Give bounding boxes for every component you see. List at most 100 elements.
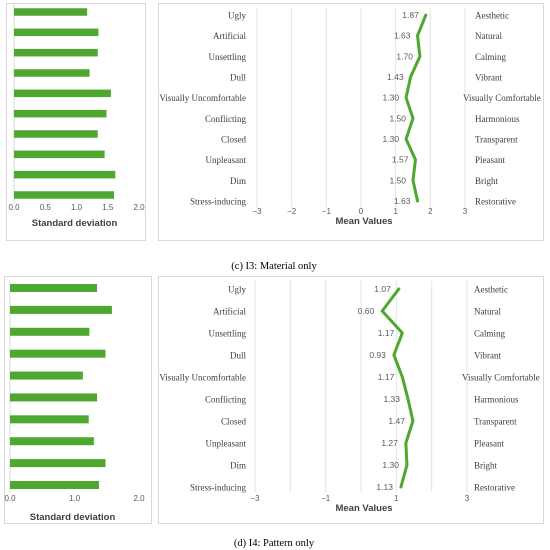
- x-tick-label: 1: [393, 207, 398, 216]
- chart-d-standard-deviation: 0.0 1.0 2.0 Standard deviation: [4, 280, 145, 523]
- mean-line: [404, 13, 428, 203]
- bar: [10, 393, 98, 402]
- data-label: 1.57: [392, 155, 409, 165]
- chart-c-mean-values: −3 −2 −1 0 1 2 3 Mean Values 1.87 Ugly Aesthetic 1.…: [159, 8, 541, 227]
- left-category-label: Visually Uncomfortable: [159, 93, 246, 103]
- data-label: 1.30: [382, 460, 399, 470]
- caption-d: (d) I4: Pattern only: [234, 538, 315, 549]
- data-label: 0.93: [369, 350, 386, 360]
- right-category-label: Calming: [475, 52, 506, 62]
- bar: [14, 8, 88, 16]
- bar: [14, 69, 90, 77]
- bar: [10, 305, 112, 314]
- right-category-label: Aesthetic: [475, 11, 509, 21]
- x-axis-title: Standard deviation: [30, 512, 116, 523]
- x-tick-label: 0.5: [40, 203, 52, 212]
- x-tick-label: 0: [359, 207, 364, 216]
- left-category-label: Dim: [230, 176, 246, 186]
- left-category-label: Unsettling: [209, 329, 247, 339]
- right-category-label: Bright: [475, 176, 499, 186]
- data-label: 1.47: [388, 416, 405, 426]
- right-category-label: Vibrant: [475, 73, 502, 83]
- left-category-label: Dull: [230, 73, 247, 83]
- x-tick-label: 3: [465, 494, 470, 503]
- x-tick-label: 2: [428, 207, 433, 216]
- left-category-label: Closed: [221, 417, 247, 427]
- bar: [10, 327, 90, 336]
- data-label: 1.17: [378, 328, 395, 338]
- bar: [14, 109, 107, 118]
- right-category-label: Pleasant: [475, 155, 505, 165]
- data-label: 1.63: [394, 31, 411, 41]
- panel-d-sd-frame: [4, 276, 152, 524]
- data-label: 1.43: [387, 72, 404, 82]
- x-axis-title: Standard deviation: [32, 218, 118, 229]
- data-label: 1.50: [389, 175, 406, 185]
- right-category-label: Calming: [474, 329, 505, 339]
- left-category-label: Unpleasant: [206, 155, 247, 165]
- x-tick-label: 1.0: [71, 203, 83, 212]
- left-category-label: Visually Uncomfortable: [159, 373, 246, 383]
- data-label: 0.60: [358, 306, 375, 316]
- bar: [14, 28, 99, 37]
- right-category-label: Transparent: [474, 417, 517, 427]
- right-category-label: Pleasant: [474, 439, 504, 449]
- mean-line: [380, 287, 415, 489]
- bar: [10, 437, 94, 446]
- x-tick-label: −2: [287, 207, 297, 216]
- left-category-label: Unsettling: [209, 52, 247, 62]
- data-label: 1.50: [389, 113, 406, 123]
- x-tick-label: 3: [463, 207, 468, 216]
- bar: [14, 150, 105, 159]
- left-category-label: Conflicting: [205, 114, 246, 124]
- right-category-label: Visually Comfortable: [463, 93, 541, 103]
- chart-d-mean-values: −3 −1 1 3 Mean Values 1.07 Ugly Aesthetic 0.60 Ar…: [159, 281, 540, 514]
- chart-c-standard-deviation: 0.0 0.5 1.0 1.5 2.0 Standard deviation: [8, 4, 145, 229]
- bar: [14, 89, 111, 98]
- left-category-label: Ugly: [228, 11, 247, 21]
- left-category-label: Closed: [221, 135, 247, 145]
- right-category-label: Vibrant: [474, 351, 501, 361]
- panel-d-mean-frame: [158, 276, 544, 524]
- right-category-label: Harmonious: [474, 395, 519, 405]
- data-label: 1.27: [381, 438, 398, 448]
- data-label: 1.70: [396, 51, 413, 61]
- x-tick-label: 1: [394, 494, 399, 503]
- x-tick-label: 1.5: [102, 203, 114, 212]
- x-axis-title: Mean Values: [335, 216, 392, 227]
- bar: [10, 459, 106, 468]
- right-category-label: Restorative: [475, 197, 516, 207]
- bar: [10, 349, 106, 358]
- left-category-label: Artificial: [213, 31, 246, 41]
- panel-c-mean-frame: [158, 3, 544, 241]
- x-tick-label: 0.0: [4, 494, 16, 503]
- right-category-label: Transparent: [475, 135, 518, 145]
- panel-c-sd-frame: [6, 3, 146, 241]
- bar: [10, 371, 83, 380]
- x-tick-label: −1: [321, 494, 331, 503]
- data-label: 1.30: [383, 93, 400, 103]
- left-category-label: Dim: [230, 461, 246, 471]
- left-category-label: Conflicting: [205, 395, 246, 405]
- x-tick-label: 0.0: [8, 203, 20, 212]
- x-tick-label: 1.0: [69, 494, 81, 503]
- data-label: 1.17: [378, 372, 395, 382]
- x-tick-label: −3: [252, 207, 262, 216]
- caption-c: (c) I3: Material only: [231, 261, 317, 272]
- x-tick-label: −1: [322, 207, 332, 216]
- right-category-label: Bright: [474, 461, 498, 471]
- bar: [14, 130, 98, 138]
- right-category-label: Visually Comfortable: [462, 373, 540, 383]
- bar: [14, 191, 114, 199]
- data-label: 1.07: [374, 284, 391, 294]
- x-axis-title: Mean Values: [335, 503, 392, 514]
- right-category-label: Restorative: [474, 483, 515, 493]
- x-tick-label: −3: [250, 494, 260, 503]
- data-label: 1.33: [383, 394, 400, 404]
- right-category-label: Natural: [474, 307, 501, 317]
- right-category-label: Aesthetic: [474, 285, 508, 295]
- x-tick-label: 2.0: [133, 203, 145, 212]
- bar: [14, 48, 98, 57]
- data-label: 1.63: [394, 196, 411, 206]
